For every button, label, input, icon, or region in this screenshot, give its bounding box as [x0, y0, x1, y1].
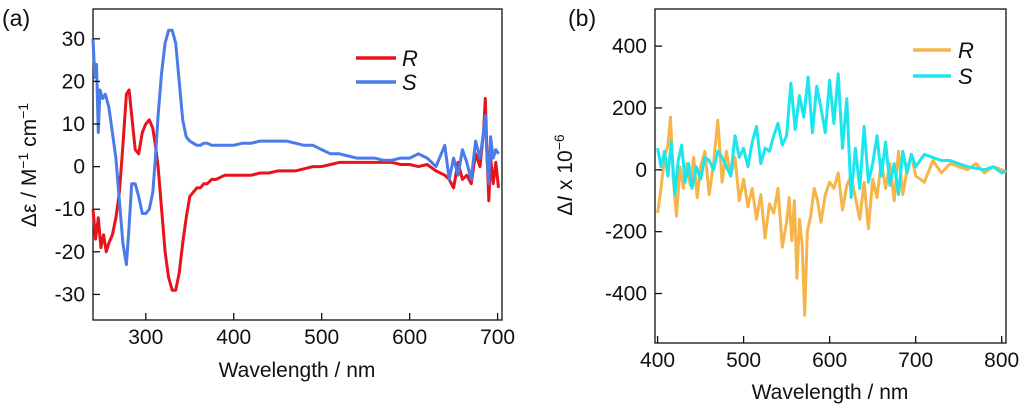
x-tick-label: 700	[480, 326, 515, 349]
panel-label: (b)	[568, 5, 596, 31]
series-line-S	[656, 72, 1007, 200]
y-label-sup: −6	[551, 134, 567, 150]
y-axis-label: Δε / M−1 cm−1	[15, 103, 41, 227]
y-tick-label: -20	[55, 241, 85, 264]
y-tick-label: 400	[612, 35, 647, 58]
legend-label-S: S	[402, 70, 417, 95]
x-tick-label: 400	[216, 326, 251, 349]
legend-label-R: R	[402, 46, 418, 71]
y-label-sup: −1	[15, 103, 31, 119]
plot-frame	[92, 8, 503, 321]
series-line-S	[91, 28, 500, 267]
chart-panel-a: 300 400 500 600 700 -30 -20 -10 0 10 20 30 (a) Wavele…	[2, 5, 515, 382]
y-tick-label: -400	[605, 283, 647, 306]
y-tick-label: -10	[55, 198, 85, 221]
y-tick-label: -200	[605, 221, 647, 244]
x-tick-label: 300	[128, 326, 163, 349]
x-tick-label: 800	[984, 349, 1019, 372]
y-tick-label: 0	[73, 156, 85, 179]
series-line-R	[656, 115, 1007, 317]
y-label-part: Δε / M	[18, 169, 41, 227]
x-tick-label: 500	[304, 326, 339, 349]
y-label-part: Δ	[554, 202, 577, 216]
y-tick-label: -30	[55, 283, 85, 306]
chart-panel-b: 400 500 600 700 800 -400 -200 0 200 400 (b) Wavelen…	[551, 5, 1019, 404]
y-axis-label: ΔI x 10−6	[551, 134, 577, 216]
panel-label: (a)	[2, 5, 30, 31]
y-label-part: I	[554, 196, 577, 202]
x-tick-label: 600	[812, 349, 847, 372]
x-tick-label: 700	[898, 349, 933, 372]
x-axis-label: Wavelength / nm	[219, 359, 376, 382]
x-tick-label: 500	[726, 349, 761, 372]
y-tick-label: 0	[635, 159, 647, 182]
y-tick-label: 20	[62, 70, 85, 93]
y-tick-label: 30	[62, 28, 85, 51]
x-tick-label: 400	[640, 349, 675, 372]
y-tick-label: 10	[62, 113, 85, 136]
legend-label-S: S	[958, 64, 973, 89]
y-label-part: x 10	[554, 150, 577, 196]
plot-frame	[654, 8, 1007, 344]
y-label-part: cm	[18, 119, 41, 153]
legend-label-R: R	[958, 38, 974, 63]
y-label-sup: −1	[15, 153, 31, 169]
x-tick-label: 600	[392, 326, 427, 349]
x-axis-label: Wavelength / nm	[752, 381, 909, 404]
y-tick-label: 200	[612, 97, 647, 120]
